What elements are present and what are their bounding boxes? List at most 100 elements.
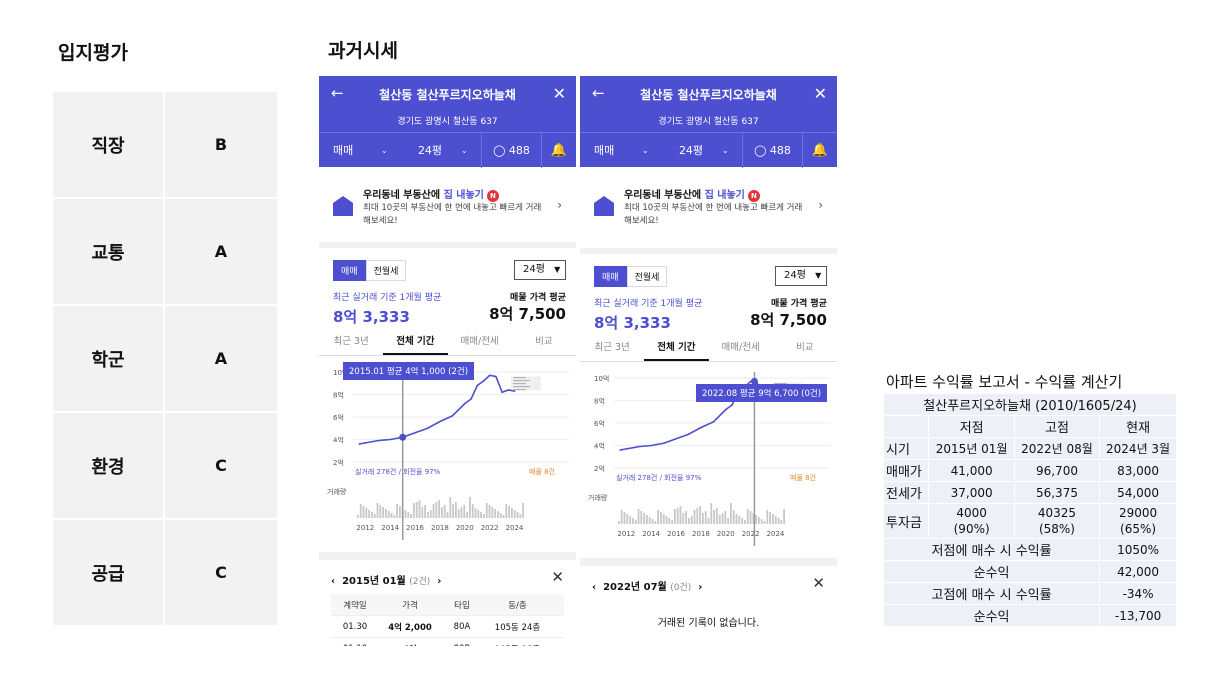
volume-bar (399, 506, 401, 518)
listings-label: 매물 8건 (529, 467, 555, 476)
promo-title-accent: 집 내놓기 (443, 190, 484, 201)
tab-rent[interactable]: 전월세 (626, 266, 668, 287)
size-select[interactable]: 24평 (417, 144, 443, 157)
tab-period[interactable]: 매매/전세 (721, 342, 760, 353)
comments-button[interactable]: ◯ 488 (481, 132, 542, 168)
volume-bar (407, 512, 410, 518)
table-cell: 105동 24층 (494, 622, 541, 633)
listing-promo-banner[interactable]: 우리동네 부동산에 집 내놓기 N 최대 10곳의 부동산에 한 번에 내놓고 빠르… (319, 172, 576, 238)
tab-sale[interactable]: 매매 (333, 260, 366, 281)
volume-bar (513, 510, 516, 518)
volume-bar (702, 513, 704, 524)
volume-bar (449, 497, 452, 518)
volume-bar (393, 515, 396, 518)
volume-bar (688, 518, 690, 524)
tab-rent[interactable]: 전월세 (365, 260, 407, 281)
table-cell: 80B (441, 644, 483, 647)
location-grade-table: 직장 B 교통 A 학군 A 환경 C 공급 C (53, 92, 278, 627)
chevron-right-icon[interactable]: › (437, 576, 442, 587)
volume-bar (699, 506, 701, 524)
volume-bar (379, 505, 382, 518)
table-row[interactable]: 01.30 4억 2,000 80A 105동 24층 (331, 616, 564, 638)
tab-period[interactable]: 비교 (535, 336, 553, 347)
volume-label: 거래량 (327, 487, 347, 496)
back-arrow-icon[interactable]: ← (592, 84, 605, 102)
tab-period[interactable]: 최근 3년 (594, 342, 630, 353)
volume-bar (730, 503, 732, 524)
volume-bar (466, 512, 468, 518)
price-history-screen-2022: ← 철산동 철산푸르지오하늘채 ✕ 경기도 광명시 철산동 637 매매 ⌄ 24평 ⌄ ◯ 4… (580, 76, 837, 644)
tab-period[interactable]: 전체 기간 (644, 336, 709, 361)
grade-label: 환경 (53, 413, 165, 518)
table-row[interactable]: 01.104억80B105동 18층 (331, 638, 564, 647)
volume-bar (640, 511, 643, 524)
close-icon[interactable]: ✕ (812, 574, 825, 592)
report-header: 현재 (1099, 415, 1177, 438)
volume-bar (469, 497, 471, 518)
close-icon[interactable]: ✕ (813, 84, 827, 103)
table-cell: 4억 2,000 (388, 622, 432, 633)
size-dropdown[interactable]: 24평 ▼ (775, 266, 827, 286)
chevron-left-icon[interactable]: ‹ (592, 582, 597, 593)
data-point (476, 384, 479, 387)
size-select[interactable]: 24평 (678, 144, 704, 157)
summary-value: 1050% (1099, 538, 1177, 561)
tab-sale[interactable]: 매매 (594, 266, 627, 287)
volume-bar (634, 520, 637, 524)
volume-bar (522, 503, 524, 518)
tab-period[interactable]: 전체 기간 (383, 330, 448, 355)
report-header: 고점 (1013, 415, 1101, 438)
no-data-message: 거래된 기록이 없습니다. (657, 618, 760, 629)
trade-type-select[interactable]: 매매 (333, 144, 354, 157)
price-line (359, 374, 515, 445)
speech-bubble-icon: ◯ (493, 143, 506, 157)
new-badge: N (747, 190, 760, 202)
recent-avg-label: 최근 실거래 기준 1개월 평균 (333, 293, 442, 303)
chevron-down-icon: ⌄ (381, 145, 388, 155)
grade-label: 학군 (53, 306, 165, 411)
close-icon[interactable]: ✕ (552, 84, 566, 103)
screen-header: ← 철산동 철산푸르지오하늘채 ✕ 경기도 광명시 철산동 637 매매 ⌄ 24평 ⌄ ◯ 4… (319, 76, 576, 168)
report-cell: 2022년 08월 (1013, 437, 1101, 460)
trade-toggle: 매매 전월세 (594, 266, 668, 287)
tab-period[interactable]: 최근 3년 (333, 336, 369, 347)
period-tabs: 최근 3년 전체 기간 매매/전세 비교 (580, 336, 837, 362)
complex-address: 경기도 광명시 철산동 637 (397, 117, 498, 127)
volume-bar (777, 518, 780, 524)
trade-type-select[interactable]: 매매 (594, 144, 615, 157)
close-icon[interactable]: ✕ (551, 568, 564, 586)
tab-period[interactable]: 매매/전세 (460, 336, 499, 347)
listing-promo-banner[interactable]: 우리동네 부동산에 집 내놓기 N 최대 10곳의 부동산에 한 번에 내놓고 빠르… (580, 172, 837, 238)
comments-button[interactable]: ◯ 488 (742, 132, 803, 168)
volume-bar (359, 504, 362, 518)
period-month: 2015년 01월 (342, 576, 406, 587)
column-header: 가격 (402, 600, 418, 611)
data-point (650, 444, 653, 447)
bell-icon[interactable]: 🔔 (811, 142, 829, 158)
volume-bar (783, 509, 785, 524)
size-dropdown[interactable]: 24평 ▼ (514, 260, 566, 280)
tab-period[interactable]: 비교 (796, 342, 814, 353)
summary-label: 순수익 (882, 560, 1101, 583)
house-icon (594, 196, 614, 216)
volume-bar (704, 511, 707, 524)
volume-bar (410, 514, 412, 518)
recent-avg-price: 8억 3,333 (333, 308, 410, 326)
listing-avg-label: 매물 가격 평균 (510, 293, 566, 303)
chevron-right-icon[interactable]: › (698, 582, 703, 593)
chevron-left-icon[interactable]: ‹ (331, 576, 336, 587)
volume-bar (727, 518, 729, 524)
bell-icon[interactable]: 🔔 (550, 142, 568, 158)
trades-label: 실거래 278건 / 회전율 97% (616, 473, 702, 482)
volume-bar (693, 510, 696, 524)
back-arrow-icon[interactable]: ← (331, 84, 344, 102)
volume-bar (763, 521, 766, 524)
divider (580, 558, 837, 566)
x-tick-label: 2018 (692, 530, 710, 538)
summary-value: 42,000 (1099, 560, 1177, 583)
x-tick-label: 2024 (506, 524, 524, 532)
data-point (662, 442, 665, 445)
y-tick-label: 4억 (333, 437, 344, 445)
volume-bar (637, 509, 640, 524)
